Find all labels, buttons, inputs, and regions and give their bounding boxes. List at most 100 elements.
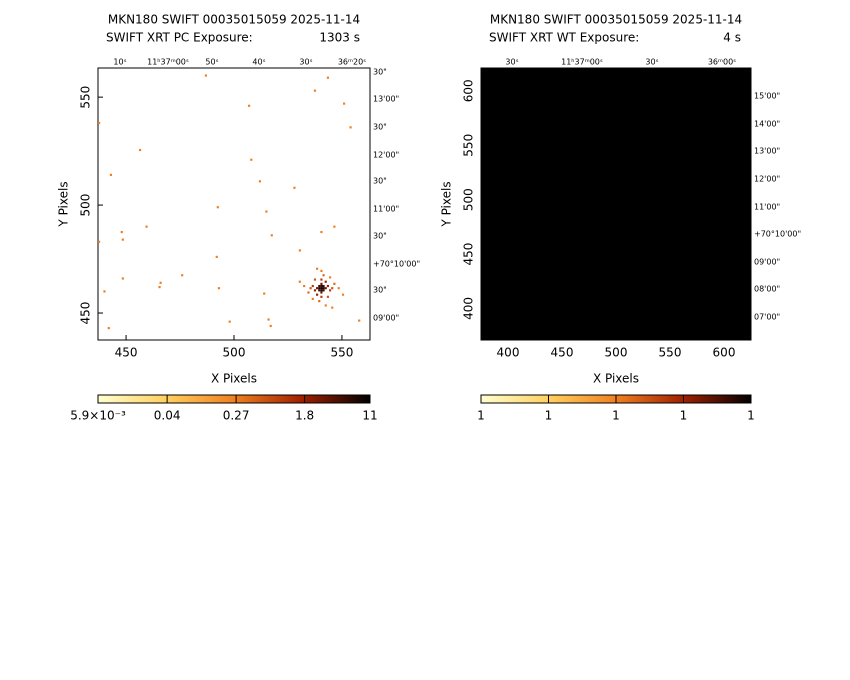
pixel <box>313 89 317 92</box>
pixel <box>313 289 317 292</box>
x-tick-label: 450 <box>551 346 574 360</box>
x-axis-label: X Pixels <box>211 372 257 386</box>
pixel <box>107 327 110 330</box>
ra-label: 30ˢ <box>645 58 658 67</box>
pixel <box>326 295 329 298</box>
y-tick-label: 500 <box>79 194 93 217</box>
pixel <box>215 255 218 258</box>
pixel <box>322 284 325 288</box>
pixel <box>311 284 314 288</box>
pixel <box>326 76 329 79</box>
pixel <box>258 180 261 183</box>
dec-label: 11'00" <box>373 205 399 214</box>
pixel <box>263 292 266 295</box>
colorbar-label: 5.9×10⁻³ <box>70 409 126 423</box>
colorbar-label: 0.04 <box>154 409 181 423</box>
colorbar-label: 1 <box>612 409 620 423</box>
y-axis-label: Y Pixels <box>57 181 71 227</box>
pixel <box>303 284 306 288</box>
pixel <box>322 287 325 290</box>
pixel <box>337 287 340 290</box>
image-area <box>480 67 752 341</box>
dec-label: 09'00" <box>754 258 780 267</box>
colorbar-label: 1 <box>545 409 553 423</box>
pixel <box>320 278 323 281</box>
pixel <box>349 126 352 129</box>
pixel <box>311 297 314 301</box>
pixel <box>320 284 323 288</box>
ra-label: 30ˢ <box>299 58 312 67</box>
dec-label: 12'00" <box>754 175 780 184</box>
pixel <box>331 306 334 309</box>
pixel <box>318 300 321 303</box>
pixel <box>250 158 253 161</box>
pixel <box>328 276 332 279</box>
ra-label: 40ˢ <box>252 58 265 67</box>
dec-label: 09'00" <box>373 314 399 323</box>
x-tick-label: 550 <box>659 346 682 360</box>
y-tick-label: 550 <box>462 134 476 157</box>
pixel <box>307 291 310 294</box>
y-tick-label: 400 <box>462 297 476 320</box>
pixel <box>318 287 321 290</box>
image-area <box>97 67 371 341</box>
x-tick-label: 600 <box>713 346 736 360</box>
y-axis-label: Y Pixels <box>440 181 454 227</box>
ra-label: 36ᵐ20ˢ <box>338 58 366 67</box>
pixel <box>320 295 323 298</box>
colorbar-label: 1 <box>680 409 688 423</box>
pixel <box>316 267 319 270</box>
pixel <box>103 290 106 293</box>
ra-label: 11ʰ37ᵐ00ˢ <box>147 58 189 67</box>
pixel <box>343 102 346 105</box>
pixel <box>98 121 101 125</box>
exposure: 1303 s <box>319 31 360 45</box>
pixel <box>333 225 336 228</box>
dec-label: 12'00" <box>373 151 399 160</box>
ra-label: 10ˢ <box>113 58 126 67</box>
dec-label: 08'00" <box>754 285 780 294</box>
subtitle: SWIFT XRT PC Exposure: <box>106 31 253 45</box>
colorbar-label: 11 <box>362 409 377 423</box>
pixel <box>158 286 161 289</box>
y-tick-label: 600 <box>462 79 476 102</box>
pixel <box>320 291 323 294</box>
x-axis-label: X Pixels <box>593 372 639 386</box>
x-tick-label: 500 <box>223 346 246 360</box>
pixel <box>324 304 327 307</box>
pixel <box>139 148 142 152</box>
dec-label: 30" <box>373 286 387 295</box>
colorbar <box>97 394 371 404</box>
pixel <box>181 274 184 277</box>
x-tick-label: 450 <box>115 346 138 360</box>
pixel <box>293 186 296 189</box>
x-tick-label: 500 <box>605 346 628 360</box>
ra-label: 36ᵐ00ˢ <box>708 58 736 67</box>
ra-label: 50ˢ <box>205 58 218 67</box>
pixel <box>121 238 124 241</box>
pixel <box>159 281 162 284</box>
pixel <box>267 318 270 321</box>
dec-label: 14'00" <box>754 120 780 129</box>
y-tick-label: 450 <box>79 302 93 325</box>
pixel <box>98 240 101 243</box>
pixel <box>358 319 361 322</box>
dec-label: +70°10'00" <box>754 230 801 239</box>
pixel <box>322 289 325 292</box>
pixel <box>331 287 334 290</box>
dec-label: 07'00" <box>754 313 780 322</box>
pixel <box>121 277 124 280</box>
pixel <box>333 282 336 285</box>
dec-label: 15'00" <box>754 92 780 101</box>
colorbar-label: 0.27 <box>223 409 250 423</box>
dec-label: 13'00" <box>754 147 780 156</box>
pixel <box>309 287 312 290</box>
pixel <box>270 234 273 237</box>
colorbar-label: 1.8 <box>295 409 314 423</box>
pixel <box>322 274 325 277</box>
pixel <box>318 284 321 288</box>
pixel <box>324 280 327 283</box>
pixel <box>328 289 332 292</box>
colorbar-label: 1 <box>747 409 755 423</box>
exposure: 4 s <box>723 31 741 45</box>
